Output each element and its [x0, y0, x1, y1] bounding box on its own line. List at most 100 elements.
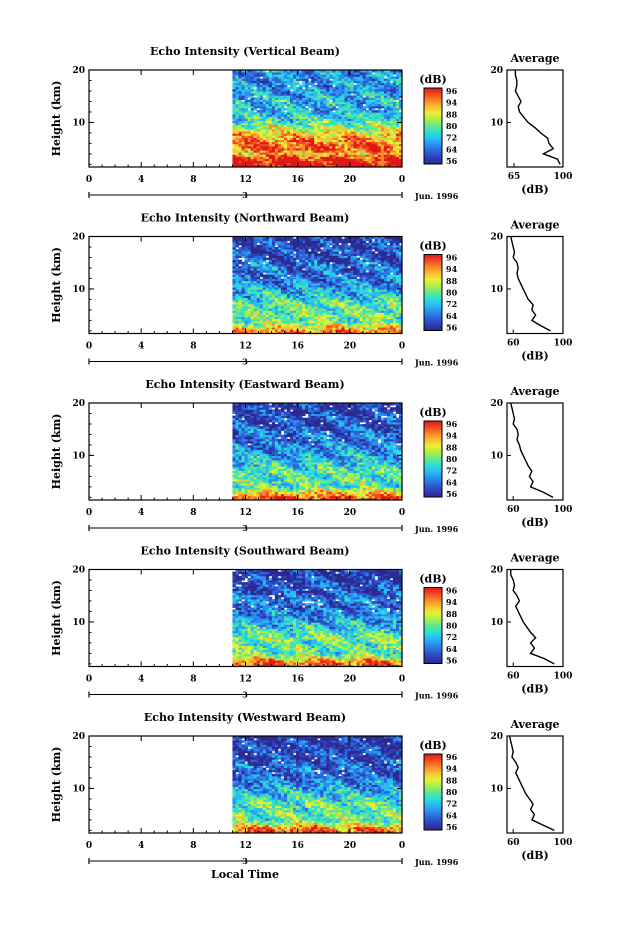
panel-5: Echo Intensity (Westward Beam) Height (km… — [50, 711, 572, 867]
x-tick-label: 8 — [190, 675, 196, 685]
y-axis-label: Height (km) — [50, 81, 63, 157]
profile-x-tick: 60 — [507, 838, 520, 848]
y-tick-label: 10 — [72, 784, 85, 794]
colorbar — [423, 753, 443, 831]
x-tick-label: 0 — [399, 675, 405, 685]
x-tick-label: 8 — [190, 508, 196, 518]
panel-title: Echo Intensity (Northward Beam) — [141, 212, 350, 225]
panel-title: Echo Intensity (Eastward Beam) — [145, 378, 344, 391]
colorbar-tick: 96 — [446, 752, 458, 762]
heatmap — [232, 70, 403, 168]
profile-y-tick: 10 — [490, 784, 503, 794]
colorbar-tick: 56 — [446, 656, 458, 666]
profile-x-label: (dB) — [521, 516, 548, 529]
x-tick-label: 12 — [239, 342, 252, 352]
profile-frame — [506, 402, 564, 501]
colorbar-label: (dB) — [419, 73, 446, 86]
colorbar-tick: 94 — [446, 431, 458, 441]
colorbar-label: (dB) — [419, 739, 446, 752]
x-tick-label: 16 — [291, 508, 304, 518]
x-tick-label: 0 — [399, 841, 405, 851]
profile-x-tick: 60 — [507, 505, 520, 515]
profile-x-tick: 65 — [508, 172, 521, 182]
profile-x-tick: 60 — [507, 339, 520, 349]
panel-3: Echo Intensity (Eastward Beam) Height (km… — [50, 378, 572, 534]
profile-y-tick: 20 — [490, 732, 503, 742]
x-tick-label: 0 — [86, 175, 92, 185]
profile-title: Average — [509, 385, 559, 398]
colorbar — [423, 87, 443, 165]
colorbar-label: (dB) — [419, 406, 446, 419]
colorbar-tick: 96 — [446, 586, 458, 596]
colorbar-tick: 56 — [446, 489, 458, 499]
profile-y-tick: 20 — [490, 566, 503, 576]
x-tick-label: 20 — [344, 508, 357, 518]
profile-frame — [506, 69, 564, 168]
colorbar-tick: 80 — [446, 454, 458, 464]
x-tick-label: 16 — [291, 675, 304, 685]
profile-line — [510, 402, 554, 499]
colorbar — [423, 587, 443, 664]
profile-title: Average — [509, 552, 559, 565]
profile-y-tick: 10 — [490, 118, 503, 128]
colorbar-tick: 56 — [446, 822, 458, 832]
y-axis-label: Height (km) — [50, 747, 63, 823]
profile-title: Average — [509, 52, 559, 65]
x-tick-label: 0 — [399, 508, 405, 518]
x-tick-label: 12 — [239, 841, 252, 851]
x-tick-label: 4 — [138, 508, 144, 518]
y-tick-label: 10 — [72, 285, 85, 295]
colorbar-tick: 80 — [446, 288, 458, 298]
colorbar-tick: 64 — [446, 477, 458, 487]
colorbar-tick: 56 — [446, 156, 458, 166]
panel-title: Echo Intensity (Westward Beam) — [144, 711, 346, 724]
x-tick-label: 12 — [239, 175, 252, 185]
profile-y-tick: 10 — [490, 451, 503, 461]
heatmap — [232, 403, 403, 501]
x-axis-label: Local Time — [211, 868, 279, 881]
profile-y-tick: 20 — [490, 233, 503, 243]
profile-x-label: (dB) — [521, 183, 548, 196]
profile-x-tick: 60 — [507, 672, 520, 682]
x-tick-label: 16 — [291, 175, 304, 185]
colorbar-tick: 88 — [446, 442, 458, 452]
colorbar-tick: 64 — [446, 644, 458, 654]
profile-x-tick: 100 — [554, 505, 573, 515]
y-tick-label: 20 — [72, 399, 85, 409]
colorbar — [423, 420, 443, 498]
y-tick-label: 20 — [72, 566, 85, 576]
panel-title: Echo Intensity (Southward Beam) — [141, 545, 350, 558]
profile-y-tick: 20 — [490, 399, 503, 409]
y-tick-label: 10 — [72, 118, 85, 128]
date-label: Jun. 1996 — [414, 191, 459, 201]
date-label: Jun. 1996 — [414, 691, 459, 701]
profile-x-tick: 100 — [554, 172, 573, 182]
profile-y-tick: 10 — [490, 618, 503, 628]
x-tick-label: 0 — [86, 675, 92, 685]
colorbar-tick: 72 — [446, 299, 457, 309]
x-tick-label: 4 — [138, 841, 144, 851]
x-tick-label: 0 — [399, 175, 405, 185]
profile-x-label: (dB) — [521, 350, 548, 363]
x-tick-label: 12 — [239, 508, 252, 518]
colorbar-tick: 88 — [446, 609, 458, 619]
date-label: Jun. 1996 — [414, 358, 459, 368]
colorbar-tick: 96 — [446, 419, 458, 429]
day-label: 3 — [242, 190, 248, 200]
profile-frame — [506, 235, 564, 335]
profile-title: Average — [509, 718, 559, 731]
day-label: 3 — [242, 856, 248, 866]
colorbar-tick: 72 — [446, 799, 457, 809]
x-tick-label: 4 — [138, 342, 144, 352]
profile-line — [510, 569, 555, 665]
heatmap — [232, 569, 403, 667]
profile-frame — [506, 568, 564, 668]
panel-title: Echo Intensity (Vertical Beam) — [150, 45, 340, 58]
profile-line — [508, 735, 555, 832]
colorbar-tick: 80 — [446, 121, 458, 131]
colorbar-label: (dB) — [419, 240, 446, 253]
y-tick-label: 10 — [72, 451, 85, 461]
average-profile: Average 10 20 60 100 (dB) — [490, 552, 572, 696]
profile-y-tick: 10 — [490, 285, 503, 295]
profile-x-tick: 100 — [554, 672, 573, 682]
